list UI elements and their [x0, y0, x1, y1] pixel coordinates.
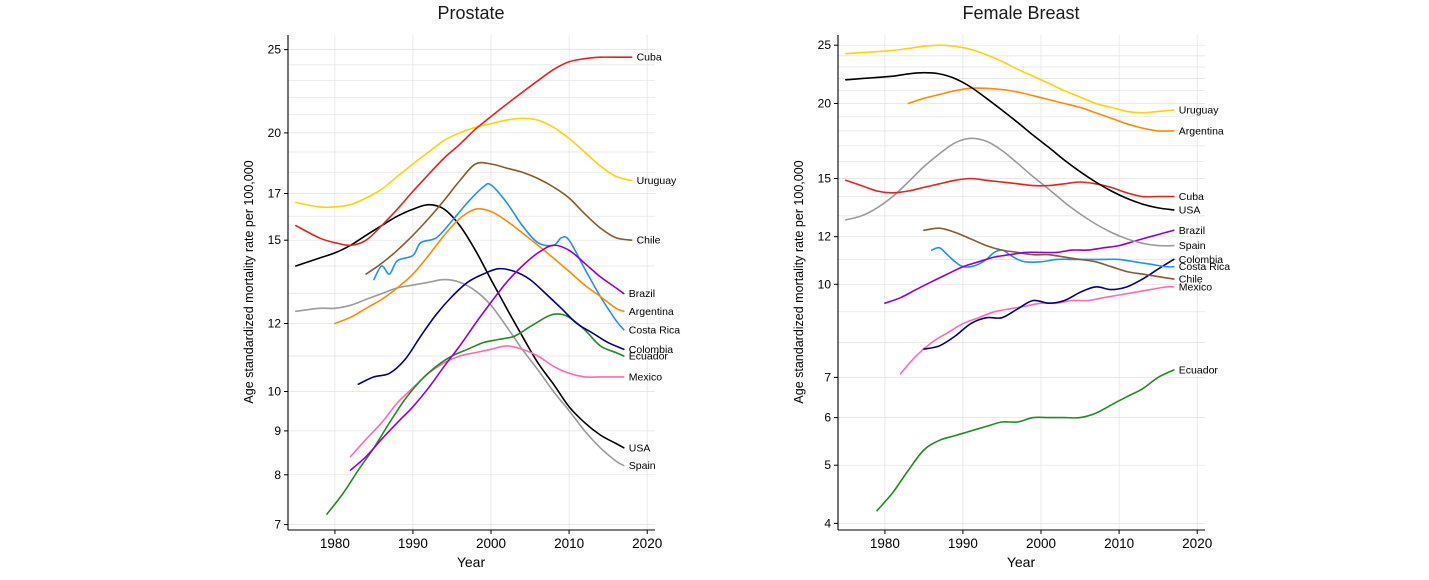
- series-line-costa-rica: [930, 246, 1175, 268]
- y-tick-label: 4: [824, 516, 831, 530]
- series-label-spain: Spain: [629, 460, 656, 472]
- series-line-mexico: [349, 345, 625, 458]
- series-label-chile: Chile: [637, 235, 661, 247]
- series-label-uruguay: Uruguay: [637, 175, 677, 187]
- y-tick-label: 25: [818, 38, 832, 52]
- y-tick-label: 12: [818, 230, 832, 244]
- series-label-ecuador: Ecuador: [629, 351, 669, 363]
- y-tick-label: 10: [818, 277, 832, 291]
- y-tick-label: 15: [268, 233, 282, 247]
- x-tick-label: 2010: [1104, 536, 1134, 551]
- series-line-spain: [295, 278, 625, 467]
- series-line-uruguay: [295, 117, 633, 209]
- series-label-argentina: Argentina: [629, 306, 674, 318]
- series-line-argentina: [334, 207, 625, 325]
- series-label-uruguay: Uruguay: [1179, 105, 1219, 117]
- chart-title-female-breast: Female Breast: [962, 3, 1079, 23]
- mortality-trends-figure: Prostate Age standardized mortality rate…: [240, 0, 1429, 580]
- y-axis-label: Age standardized mortality rate per 100,…: [242, 160, 256, 403]
- y-tick-label: 7: [824, 370, 831, 384]
- x-tick-label: 2020: [1182, 536, 1212, 551]
- y-tick-label: 15: [818, 172, 832, 186]
- series-label-usa: USA: [629, 442, 651, 454]
- y-tick-label: 8: [274, 468, 281, 482]
- series-line-cuba: [295, 56, 633, 247]
- y-tick-label: 20: [818, 97, 832, 111]
- series-label-brazil: Brazil: [629, 288, 655, 300]
- x-tick-label: 2020: [632, 536, 662, 551]
- x-tick-label: 1990: [398, 536, 428, 551]
- y-axis-label: Age standardized mortality rate per 100,…: [792, 160, 806, 403]
- series-line-mexico: [899, 285, 1175, 375]
- series-label-costa-rica: Costa Rica: [1179, 261, 1231, 273]
- plot-area: 7 8 9 10 12 15 17 20 25 1980 1990 2000 2010 2020 USA Sp…: [268, 35, 681, 551]
- series-label-brazil: Brazil: [1179, 225, 1205, 237]
- x-axis-label: Year: [1007, 554, 1036, 570]
- series-line-ecuador: [876, 369, 1175, 512]
- series-label-usa: USA: [1179, 204, 1201, 216]
- series-label-chile: Chile: [1179, 274, 1203, 286]
- chart-title-prostate: Prostate: [437, 3, 504, 23]
- series-label-ecuador: Ecuador: [1179, 365, 1219, 377]
- chart-panel-prostate: Prostate Age standardized mortality rate…: [240, 0, 710, 580]
- x-tick-label: 2000: [1026, 536, 1056, 551]
- x-tick-label: 2010: [554, 536, 584, 551]
- series-label-cuba: Cuba: [1179, 191, 1204, 203]
- y-tick-label: 5: [824, 458, 831, 472]
- series-label-colombia: Colombia: [1179, 254, 1224, 266]
- y-tick-label: 6: [824, 411, 831, 425]
- y-tick-label: 9: [274, 424, 281, 438]
- x-tick-label: 1990: [948, 536, 978, 551]
- series-label-spain: Spain: [1179, 240, 1206, 252]
- x-tick-label: 1980: [870, 536, 900, 551]
- series-label-colombia: Colombia: [629, 344, 674, 356]
- series-label-argentina: Argentina: [1179, 125, 1224, 137]
- chart-panel-female-breast: Female Breast Age standardized mortality…: [790, 0, 1260, 580]
- series-label-mexico: Mexico: [629, 371, 662, 383]
- series-line-brazil: [349, 244, 625, 471]
- series-line-usa: [295, 203, 625, 449]
- x-axis-label: Year: [457, 554, 486, 570]
- series-label-cuba: Cuba: [637, 52, 662, 64]
- prostate-chart: Prostate Age standardized mortality rate…: [242, 3, 681, 570]
- plot-area: 4 5 6 7 10 12 15 20 25 1980 1990 2000 2010 2020 Ecuado…: [818, 35, 1231, 551]
- y-tick-label: 12: [268, 317, 282, 331]
- series-line-uruguay: [845, 44, 1175, 114]
- series-line-ecuador: [326, 313, 625, 515]
- series-line-chile: [923, 227, 1175, 280]
- series-line-costa-rica: [373, 182, 625, 331]
- y-tick-label: 10: [268, 385, 282, 399]
- series-line-colombia: [357, 267, 625, 385]
- series-line-usa: [845, 71, 1175, 211]
- series-line-colombia: [923, 258, 1175, 350]
- y-tick-label: 25: [268, 43, 282, 57]
- series-line-spain: [845, 137, 1175, 247]
- female-breast-chart: Female Breast Age standardized mortality…: [792, 3, 1231, 570]
- series-label-costa-rica: Costa Rica: [629, 324, 681, 336]
- x-tick-label: 2000: [476, 536, 506, 551]
- y-tick-label: 17: [268, 187, 282, 201]
- series-line-chile: [365, 161, 633, 275]
- x-tick-label: 1980: [320, 536, 350, 551]
- y-tick-label: 20: [268, 126, 282, 140]
- y-tick-label: 7: [274, 518, 281, 532]
- series-line-cuba: [845, 177, 1175, 198]
- series-line-argentina: [907, 87, 1175, 132]
- series-label-mexico: Mexico: [1179, 281, 1212, 293]
